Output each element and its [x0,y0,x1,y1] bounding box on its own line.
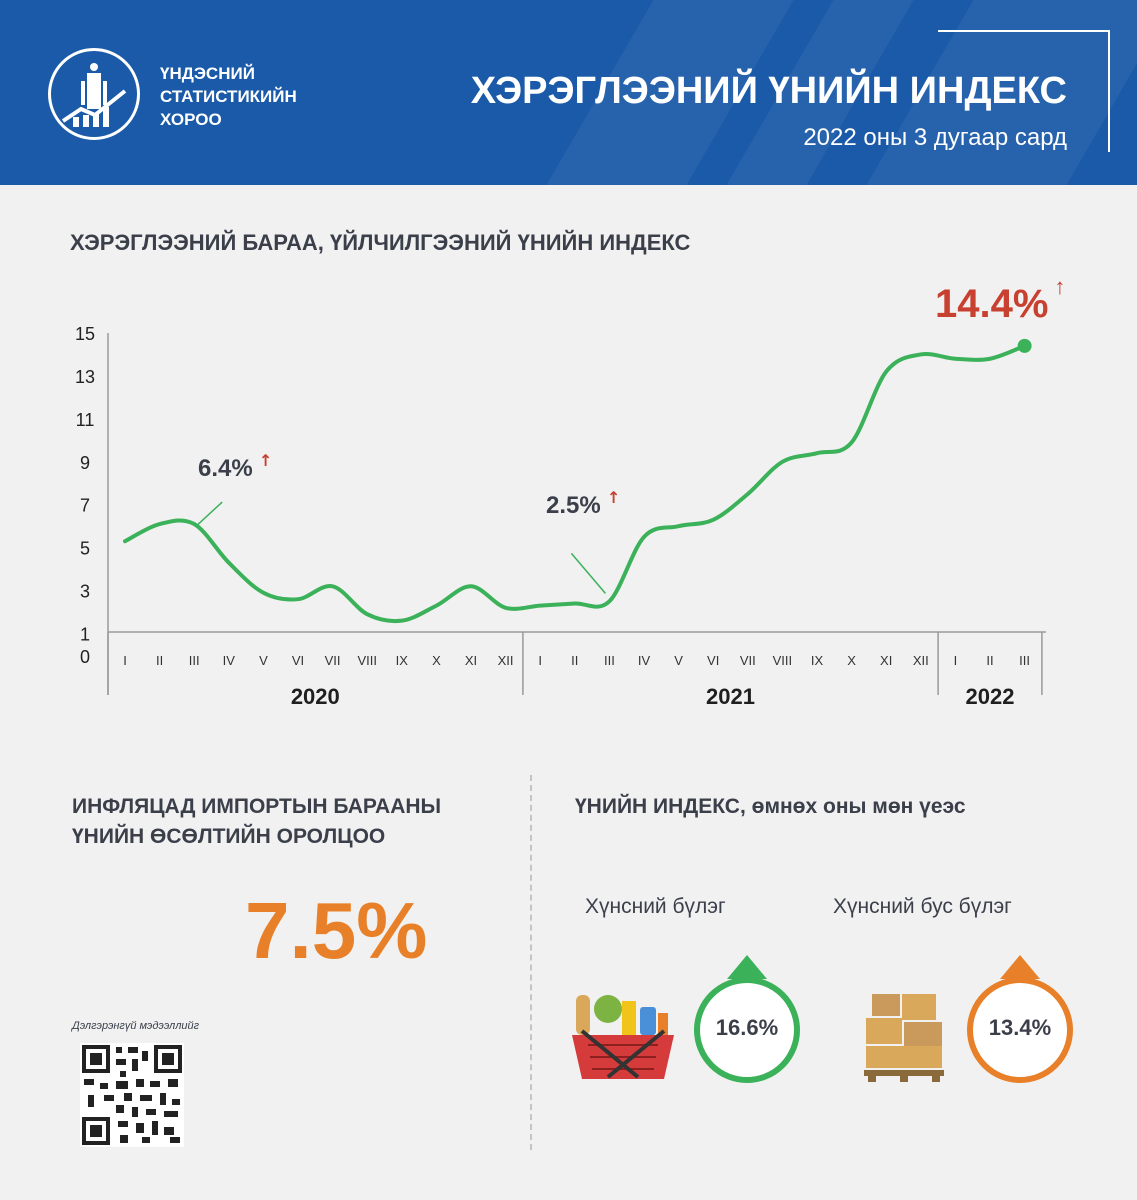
y-tick-label: 3 [80,582,90,602]
more-info-label: Дэлгэрэнгүй мэдээллийг [72,1020,200,1032]
x-tick-label: II [156,653,163,668]
food-index-gauge: 16.6% [692,955,802,1090]
up-arrow-icon: ↑ [1054,274,1066,299]
x-tick-label: XII [498,653,514,668]
food-index-value: 16.6% [715,1015,779,1040]
x-tick-label: I [954,653,958,668]
year-label: 2022 [966,684,1015,709]
y-tick-label: 15 [75,324,95,344]
nonfood-index-gauge: 13.4% [965,955,1075,1090]
x-tick-label: IV [638,653,651,668]
org-name: ҮНДЭСНИЙ СТАТИСТИКИЙН ХОРОО [160,62,297,131]
food-group-label: Хүнсний бүлэг [585,895,726,918]
inflation-title-line: ҮНИЙН ӨСӨЛТИЙН ОРОЛЦОО [72,825,386,848]
x-tick-label: VIII [357,653,377,668]
y-tick-label: 1 [80,625,90,645]
annotation-label: 2.5% [546,492,601,519]
x-tick-label: IV [223,653,236,668]
year-label: 2021 [706,684,755,709]
header: ҮНДЭСНИЙ СТАТИСТИКИЙН ХОРОО ХЭРЭГЛЭЭНИЙ … [0,0,1137,185]
x-tick-label: III [189,653,200,668]
y-tick-label: 5 [80,539,90,559]
x-tick-label: II [571,653,578,668]
y-tick-label: 0 [80,647,90,667]
price-index-section-title: ҮНИЙН ИНДЕКС, өмнөх оны мөн үеэс [575,795,966,818]
y-tick-label: 7 [80,496,90,516]
annotation-leader [195,501,223,527]
grocery-basket-icon [572,995,674,1079]
inflation-title-line: ИНФЛЯЦАД ИМПОРТЫН БАРААНЫ [72,795,442,818]
x-tick-label: IX [396,653,409,668]
latest-value-label: 14.4% ↑ [935,274,1066,326]
import-contribution-value: 7.5% [245,886,428,975]
up-arrow-icon: ↑ [259,451,272,470]
x-tick-label: VI [292,653,304,668]
y-tick-label: 11 [76,410,95,430]
nso-logo-icon [48,48,140,140]
x-tick-label: III [604,653,615,668]
x-tick-label: X [432,653,441,668]
x-tick-label: I [538,653,542,668]
x-tick-label: XI [880,653,892,668]
x-tick-label: VI [707,653,719,668]
nonfood-index-value: 13.4% [988,1015,1052,1040]
org-name-line: ХОРОО [160,110,222,129]
header-frame-line [938,30,1110,32]
header-frame-line [1108,30,1110,152]
up-arrow-icon: ↑ [607,488,620,507]
year-label: 2020 [291,684,340,709]
x-tick-label: II [986,653,993,668]
cpi-series-line [123,343,1027,624]
x-tick-label: IX [811,653,824,668]
x-tick-label: V [259,653,268,668]
y-tick-label: 13 [75,367,95,387]
cardboard-boxes-icon [864,994,944,1082]
x-tick-label: XI [465,653,477,668]
section-divider [530,775,532,1150]
x-tick-label: XII [913,653,929,668]
org-name-line: СТАТИСТИКИЙН [160,87,297,106]
page-title: ХЭРЭГЛЭЭНИЙ ҮНИЙН ИНДЕКС [470,70,1067,112]
x-tick-label: VII [740,653,756,668]
last-data-point [1017,338,1032,353]
org-name-line: ҮНДЭСНИЙ [160,64,255,83]
chart-title: ХЭРЭГЛЭЭНИЙ БАРАА, ҮЙЛЧИЛГЭЭНИЙ ҮНИЙН ИН… [70,230,691,255]
nonfood-group-label: Хүнсний бус бүлэг [833,895,1012,918]
x-tick-label: X [847,653,856,668]
qr-code-icon[interactable] [80,1043,184,1147]
x-tick-label: I [123,653,127,668]
x-tick-label: III [1019,653,1030,668]
x-tick-label: VII [325,653,341,668]
page-subtitle: 2022 оны 3 дугаар сард [803,124,1067,151]
annotation-label: 6.4% [198,455,253,482]
x-tick-label: V [674,653,683,668]
x-tick-label: VIII [773,653,793,668]
inflation-section-title: ИНФЛЯЦАД ИМПОРТЫН БАРААНЫ ҮНИЙН ӨСӨЛТИЙН… [72,792,441,852]
y-tick-label: 9 [80,453,90,473]
annotation-leader [570,552,606,594]
